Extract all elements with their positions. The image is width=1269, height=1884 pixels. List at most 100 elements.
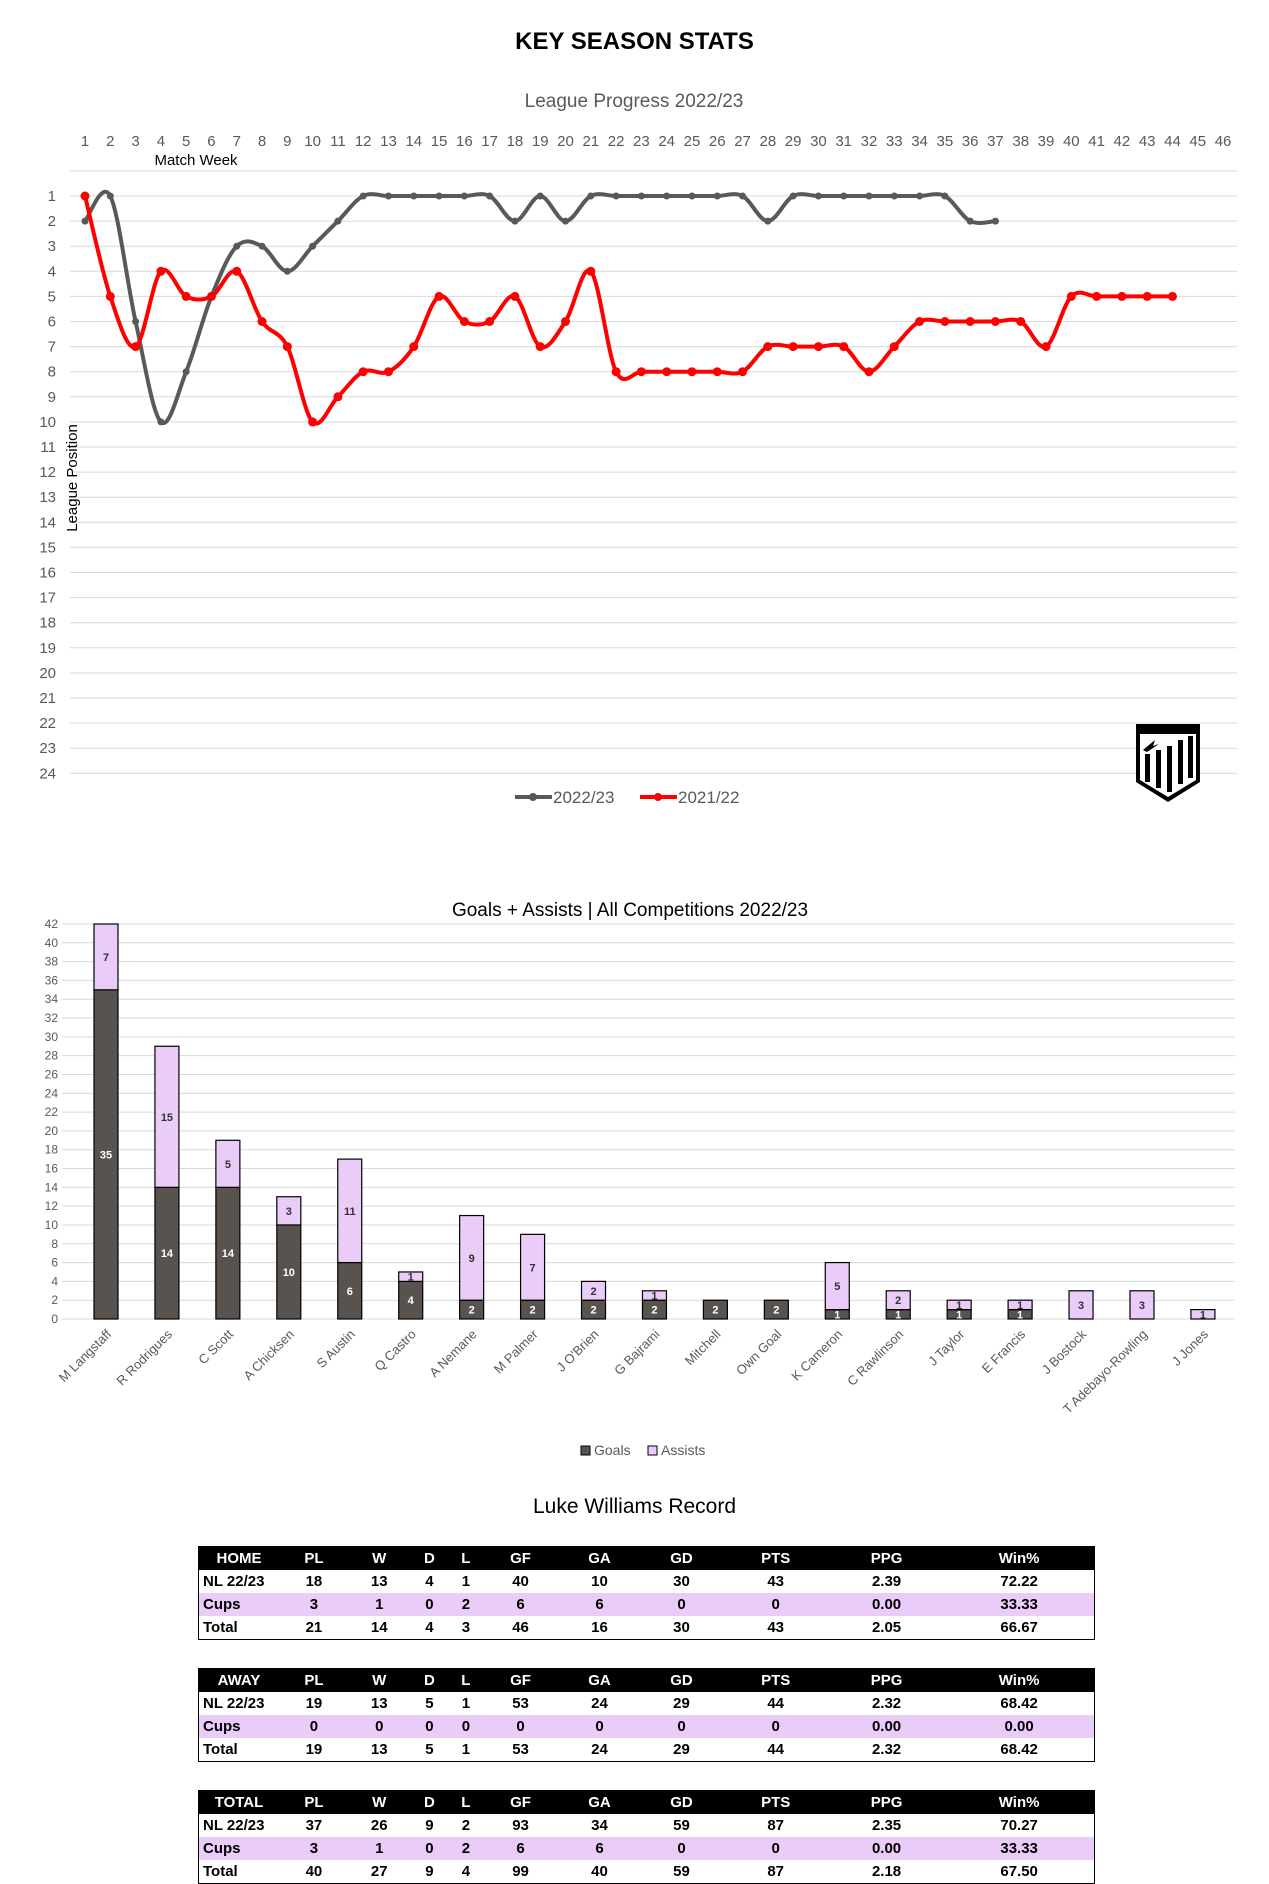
data-point [131, 342, 141, 352]
column-header: PL [279, 1546, 349, 1570]
y-tick-label: 5 [48, 288, 56, 305]
data-point [562, 217, 570, 225]
bar-assists [215, 1139, 241, 1188]
table-row: Cups 0 0 0 0 0 0 0 0 0.00 0.00 [198, 1715, 1095, 1738]
table-cell: 6 [558, 1837, 641, 1860]
data-point [1092, 291, 1102, 301]
y-tick-label: 8 [48, 364, 56, 381]
table-cell: 99 [512, 1863, 529, 1880]
y-tick-label: 14 [45, 1180, 59, 1194]
data-point [662, 367, 672, 377]
x-tick-label: 15 [431, 133, 448, 150]
data-label: 14 [222, 1248, 235, 1260]
data-point [713, 192, 721, 200]
x-tick-label: J Jones [1169, 1326, 1212, 1369]
data-label: 5 [225, 1159, 231, 1171]
table-header-row: HOME PL W D L GF GA GD PTS PPG Win% [198, 1546, 1095, 1570]
data-point [940, 317, 950, 326]
column-header: Win% [944, 1546, 1095, 1570]
x-tick-label: 9 [283, 133, 291, 150]
y-axis-title: League Position [64, 424, 81, 532]
y-tick-label: 18 [45, 1143, 59, 1157]
table-cell: 43 [767, 1619, 784, 1636]
data-point [282, 342, 292, 352]
x-tick-label: 34 [911, 133, 928, 150]
table-cell: 13 [370, 1741, 388, 1758]
data-point [1041, 342, 1051, 352]
x-tick-label: 1 [81, 133, 89, 150]
table-heading: HOME [198, 1546, 279, 1570]
table-cell: 68.42 [1000, 1695, 1038, 1712]
column-header: PL [279, 1790, 349, 1814]
y-tick-label: 32 [45, 1011, 59, 1025]
table-cell: 2.39 [871, 1573, 902, 1590]
data-point [813, 342, 823, 352]
table-cell: 5 [425, 1695, 434, 1712]
x-tick-label: 38 [1012, 133, 1029, 150]
table-row: NL 22/23 37 26 9 2 93 34 59 87 2.35 70.27 [199, 1814, 1095, 1837]
table-cell: 30 [673, 1573, 690, 1590]
y-tick-label: 16 [39, 565, 56, 582]
data-point [789, 192, 797, 200]
data-point [966, 217, 974, 225]
column-header: GD [640, 1668, 723, 1692]
table-cell: 34 [591, 1817, 608, 1834]
table-cell: 0.00 [828, 1593, 945, 1616]
data-point [510, 291, 520, 301]
data-label: 2 [590, 1305, 596, 1317]
x-tick-label: 33 [886, 133, 903, 150]
x-tick-label: 21 [582, 133, 599, 150]
column-header: W [348, 1546, 410, 1570]
data-point [383, 367, 393, 377]
table-cell: 2.32 [871, 1695, 902, 1712]
chart-title: Goals + Assists | All Competitions 2022/… [452, 900, 808, 921]
x-tick-label: 44 [1164, 133, 1181, 150]
x-tick-label: 6 [207, 133, 215, 150]
table-cell: 40 [512, 1573, 529, 1590]
x-tick-label: 13 [380, 133, 397, 150]
table-cell: 53 [512, 1695, 529, 1712]
y-tick-label: 40 [45, 936, 59, 950]
x-tick-label: 37 [987, 133, 1004, 150]
row-label: NL 22/23 [203, 1695, 265, 1712]
table-cell: 0 [409, 1593, 450, 1616]
data-point [459, 317, 469, 326]
table-cell: 37 [305, 1817, 323, 1834]
y-tick-label: 12 [45, 1199, 59, 1213]
league-progress-chart: League Progress 2022/231 2 3 4 5 6 7 8 9 10 11 12 13… [39, 91, 1237, 807]
table-cell: 3 [461, 1619, 471, 1636]
x-tick-label: 20 [557, 133, 574, 150]
table-cell: 1 [461, 1695, 471, 1712]
table-cell: 3 [279, 1593, 349, 1616]
y-tick-label: 22 [45, 1105, 59, 1119]
data-point [764, 217, 772, 225]
legend-swatch [647, 1445, 658, 1456]
y-tick-label: 8 [51, 1237, 58, 1251]
x-tick-label: 32 [861, 133, 878, 150]
table-cell: 87 [767, 1863, 784, 1880]
record-table-total: TOTAL PL W D L GF GA GD PTS PPG Win% NL 22/23 37 26 9 2… [198, 1790, 1095, 1884]
table-cell: 40 [305, 1863, 323, 1880]
x-tick-label: E Francis [979, 1326, 1029, 1376]
column-header: GD [640, 1790, 723, 1814]
data-point [865, 192, 873, 200]
data-label: 3 [1078, 1300, 1084, 1312]
y-tick-label: 34 [45, 992, 59, 1006]
x-tick-label: 43 [1139, 133, 1156, 150]
table-cell: 0 [640, 1837, 723, 1860]
column-header: GA [558, 1790, 641, 1814]
data-label: 2 [773, 1305, 779, 1317]
table-cell: 44 [767, 1695, 784, 1712]
chart-title: League Progress 2022/23 [525, 91, 744, 112]
table-row: Cups 3 1 0 2 6 6 0 0 0.00 33.33 [198, 1837, 1095, 1860]
data-point [258, 242, 266, 250]
data-label: 1 [956, 1300, 962, 1312]
x-tick-label: 25 [684, 133, 701, 150]
y-tick-label: 20 [39, 665, 56, 682]
x-tick-label: 23 [633, 133, 650, 150]
data-label: 2 [530, 1305, 536, 1317]
bar-assists [946, 1299, 972, 1311]
table-cell: 6 [482, 1593, 559, 1616]
data-point [1016, 317, 1026, 326]
table-cell: 18 [305, 1573, 323, 1590]
